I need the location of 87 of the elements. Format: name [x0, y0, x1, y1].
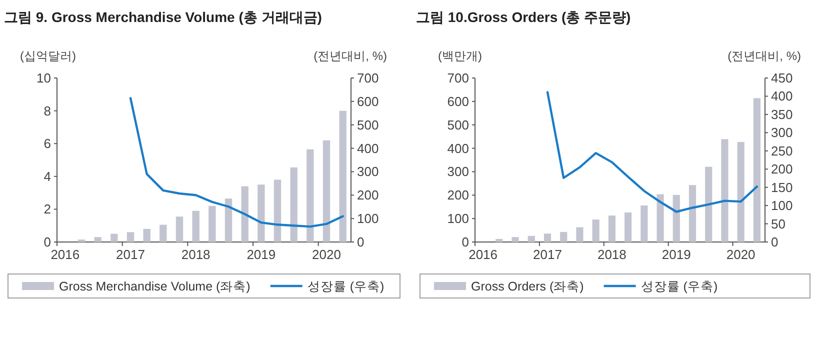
x-tick-label: 2017 — [116, 247, 145, 262]
bar — [753, 98, 760, 242]
x-tick-label: 2016 — [468, 247, 498, 262]
y2-tick-label: 100 — [357, 211, 379, 226]
legend-label: Gross Orders (좌축) — [471, 280, 584, 294]
y2-tick-label: 700 — [357, 70, 379, 86]
y2-tick-label: 250 — [771, 143, 793, 158]
legend-label: 성장률 (우축) — [307, 280, 384, 294]
y2-tick-label: 100 — [771, 198, 793, 214]
y2-tick-label: 0 — [771, 234, 778, 250]
bar — [560, 232, 568, 242]
x-tick-label: 2016 — [50, 247, 80, 262]
bar — [224, 198, 232, 242]
bar — [512, 237, 519, 242]
chart-title: 그림 10.Gross Orders (총 주문량) — [416, 9, 631, 25]
y2-tick-label: 450 — [771, 70, 793, 86]
y-axis-title: (백만개) — [438, 49, 482, 63]
x-tick-label: 2018 — [597, 247, 626, 262]
bar — [576, 227, 584, 242]
y2-tick-label: 300 — [771, 125, 793, 140]
x-tick-label: 2018 — [181, 247, 210, 262]
line-series — [546, 91, 758, 213]
y-tick-label: 600 — [447, 94, 469, 109]
y2-tick-label: 400 — [771, 88, 793, 104]
bar — [339, 110, 346, 242]
bar — [241, 186, 248, 242]
y2-tick-label: 0 — [357, 234, 364, 250]
y2-axis-title: (전년대비, %) — [728, 49, 801, 63]
y2-tick-label: 600 — [357, 94, 379, 109]
y2-tick-label: 350 — [771, 106, 793, 122]
x-tick-label: 2020 — [312, 247, 341, 262]
chart-title: 그림 9. Gross Merchandise Volume (총 거래대금) — [4, 9, 322, 25]
y-tick-label: 700 — [447, 70, 469, 86]
bar — [592, 220, 600, 242]
bar — [608, 216, 616, 242]
x-tick-label: 2019 — [662, 247, 691, 262]
bar — [110, 234, 118, 242]
bar — [721, 139, 728, 242]
y-tick-label: 2 — [44, 202, 51, 217]
bar — [544, 234, 552, 242]
y-tick-label: 200 — [447, 188, 469, 203]
y-tick-label: 400 — [447, 140, 469, 156]
y-tick-label: 300 — [447, 164, 469, 180]
y2-axis-title: (전년대비, %) — [314, 49, 387, 63]
y-tick-label: 500 — [447, 117, 469, 132]
bar — [640, 205, 648, 242]
bar — [160, 224, 167, 242]
y-tick-label: 10 — [36, 70, 51, 86]
y-tick-label: 0 — [462, 234, 469, 250]
y2-tick-label: 400 — [357, 140, 379, 156]
y-axis-title: (십억달러) — [20, 49, 76, 63]
bar — [528, 236, 535, 242]
bar — [688, 185, 696, 242]
bar — [290, 167, 298, 242]
y-tick-label: 6 — [44, 136, 51, 152]
bar — [126, 232, 134, 242]
bar — [306, 149, 314, 242]
y2-tick-label: 500 — [357, 117, 379, 132]
y-tick-label: 8 — [44, 103, 51, 118]
bar — [322, 140, 330, 242]
x-tick-label: 2020 — [726, 247, 756, 262]
bar — [94, 237, 102, 242]
bar — [176, 216, 184, 242]
bar — [656, 194, 664, 242]
bar — [208, 206, 216, 242]
y2-tick-label: 50 — [771, 216, 786, 232]
bar — [737, 142, 744, 242]
y2-tick-label: 150 — [771, 180, 793, 195]
y-tick-label: 100 — [447, 211, 469, 226]
line-series — [129, 97, 344, 228]
y-tick-label: 4 — [44, 168, 51, 184]
x-tick-label: 2019 — [246, 247, 276, 262]
y2-tick-label: 300 — [357, 164, 379, 180]
x-tick-label: 2017 — [533, 247, 562, 262]
legend-label: 성장률 (우축) — [640, 280, 718, 294]
y2-tick-label: 200 — [357, 188, 379, 203]
bar — [624, 212, 632, 242]
bar — [496, 238, 503, 242]
y-tick-label: 0 — [44, 234, 51, 250]
bar — [143, 228, 150, 242]
bar — [258, 184, 265, 242]
bar — [274, 180, 282, 242]
bar — [672, 194, 680, 242]
y2-tick-label: 200 — [771, 162, 793, 177]
bar — [192, 210, 200, 242]
legend-label: Gross Merchandise Volume (좌축) — [59, 280, 250, 294]
bar — [705, 166, 712, 242]
